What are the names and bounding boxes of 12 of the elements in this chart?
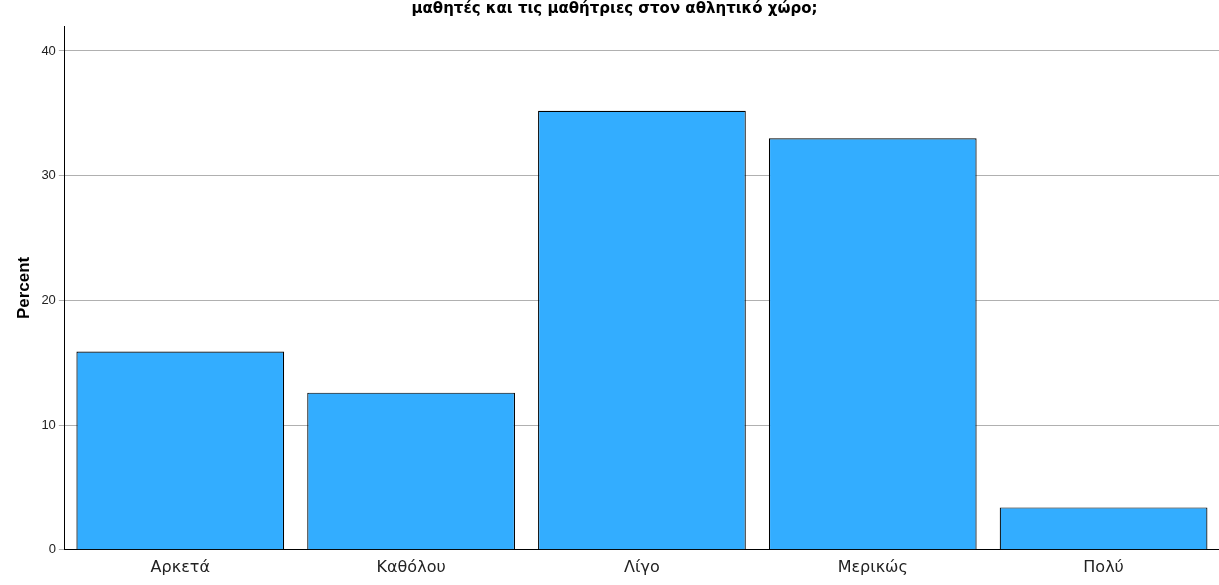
- y-tick-label: 40: [41, 42, 56, 58]
- y-tick-label: 30: [41, 167, 56, 183]
- x-tick-label: Αρκετά: [150, 556, 210, 576]
- x-tick-label: Πολύ: [1083, 556, 1124, 576]
- y-tick-label: 10: [41, 416, 56, 432]
- chart-title: μαθητές και τις μαθήτριες στον αθλητικό χώρο;: [411, 0, 818, 17]
- x-tick-label: Καθόλου: [376, 556, 446, 576]
- x-tick-label: Μερικώς: [837, 556, 908, 576]
- y-axis-title: Percent: [13, 256, 33, 320]
- y-tick-label: 20: [41, 291, 56, 307]
- y-tick-label: 0: [48, 541, 56, 557]
- x-tick-label: Λίγο: [624, 556, 660, 576]
